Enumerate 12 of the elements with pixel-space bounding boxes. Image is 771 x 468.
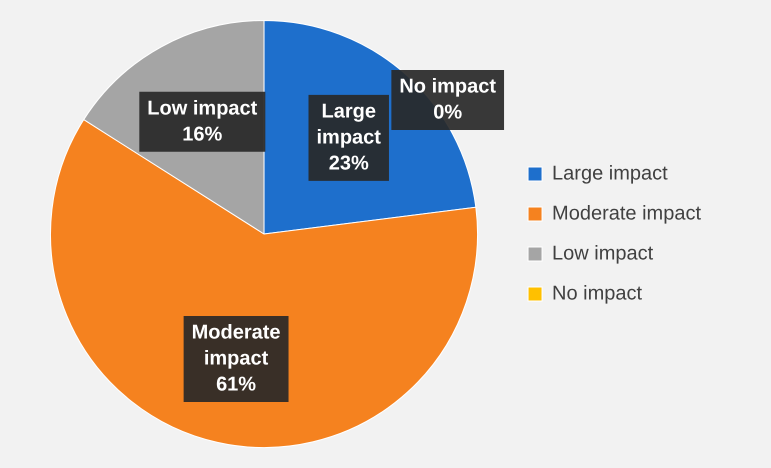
legend-label: Low impact [552, 242, 654, 265]
data-label: 23% [328, 152, 369, 174]
slice-label: Large impact [316, 100, 382, 148]
text: 0% [433, 102, 462, 124]
slice-label: Low impact [147, 97, 258, 120]
slice-label: Moderate impact [192, 322, 281, 370]
category-label: No impact [399, 76, 496, 98]
legend-label: Moderate impact [552, 202, 702, 225]
data-label: 16% [182, 123, 223, 146]
legend-label: Large impact [552, 162, 668, 185]
data-label: 61% [216, 374, 256, 396]
legend-label: No impact [552, 282, 643, 305]
